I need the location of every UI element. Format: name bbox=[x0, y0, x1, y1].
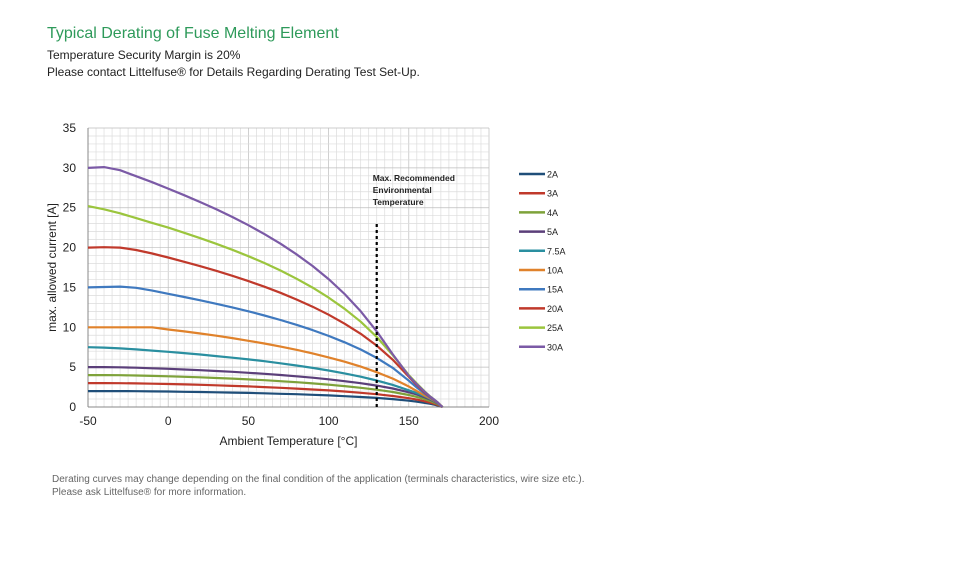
y-tick-label: 25 bbox=[63, 201, 77, 215]
x-tick-label: 150 bbox=[399, 414, 419, 428]
x-tick-label: -50 bbox=[79, 414, 97, 428]
y-tick-label: 30 bbox=[63, 161, 77, 175]
legend-label: 4A bbox=[547, 208, 558, 218]
y-tick-label: 0 bbox=[69, 400, 76, 414]
annotation-text: Environmental bbox=[373, 185, 432, 195]
legend-label: 2A bbox=[547, 170, 558, 180]
series-line-30A bbox=[87, 166, 444, 408]
y-tick-label: 5 bbox=[69, 360, 76, 374]
legend-label: 7.5A bbox=[547, 246, 566, 256]
y-tick-label: 15 bbox=[63, 280, 77, 294]
annotation-text: Temperature bbox=[373, 197, 424, 207]
legend-label: 3A bbox=[547, 189, 558, 199]
footnote-line2: Please ask Littelfuse® for more informat… bbox=[52, 487, 247, 498]
x-tick-label: 0 bbox=[165, 414, 172, 428]
x-tick-label: 50 bbox=[242, 414, 256, 428]
x-tick-label: 200 bbox=[479, 414, 499, 428]
annotation-text: Max. Recommended bbox=[373, 173, 455, 183]
legend-label: 25A bbox=[547, 323, 563, 333]
y-tick-label: 20 bbox=[63, 241, 77, 255]
legend-label: 20A bbox=[547, 304, 563, 314]
y-tick-label: 35 bbox=[63, 121, 77, 135]
series-line-2A bbox=[88, 390, 443, 409]
legend-label: 5A bbox=[547, 227, 558, 237]
y-axis-label: max. allowed current [A] bbox=[45, 203, 59, 332]
x-axis-label: Ambient Temperature [°C] bbox=[220, 434, 358, 448]
series-line-3A bbox=[88, 382, 443, 409]
legend-label: 15A bbox=[547, 285, 563, 295]
legend-label: 30A bbox=[547, 342, 563, 352]
page-title: Typical Derating of Fuse Melting Element bbox=[47, 25, 339, 42]
y-tick-label: 10 bbox=[63, 320, 77, 334]
series-line-4A bbox=[88, 374, 444, 408]
footnote-line1: Derating curves may change depending on … bbox=[52, 474, 585, 485]
subtitle-margin: Temperature Security Margin is 20% bbox=[47, 48, 241, 62]
subtitle-contact: Please contact Littelfuse® for Details R… bbox=[47, 65, 420, 79]
x-tick-label: 100 bbox=[319, 414, 339, 428]
legend-label: 10A bbox=[547, 266, 563, 276]
